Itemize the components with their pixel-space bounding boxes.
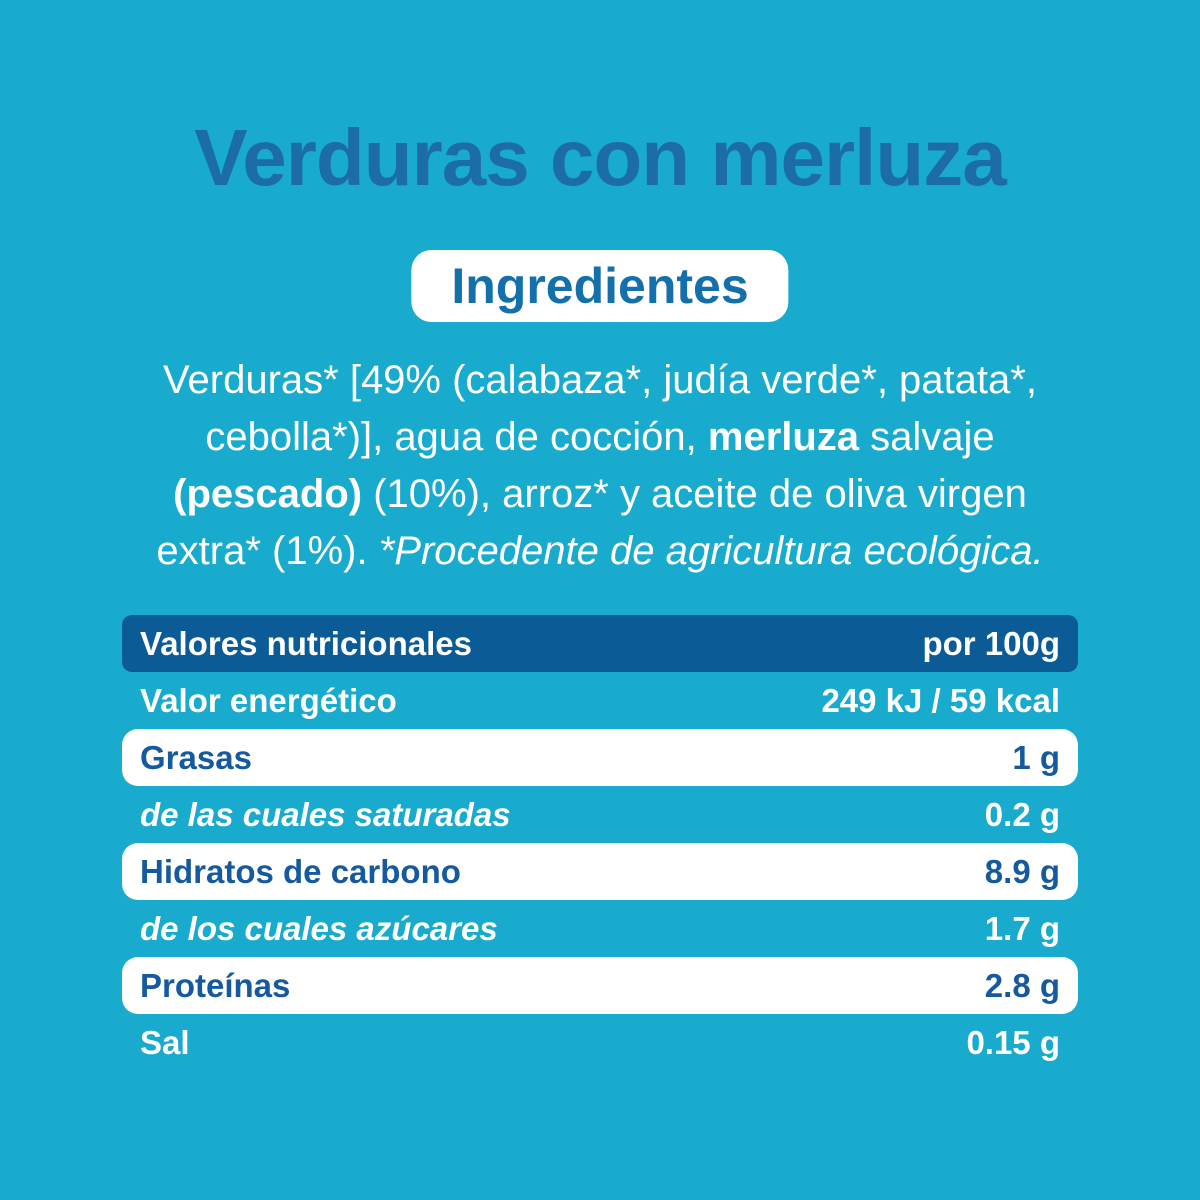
bold-pescado: (pescado) [173,472,363,516]
ingredients-line-3: (pescado) (10%), arroz* y aceite de oliv… [173,472,1027,516]
ingredients-line-2: cebolla*)], agua de cocción, merluza sal… [205,415,995,459]
table-row-saturated-fat: de las cuales saturadas 0.2 g [140,795,1060,833]
header-unit: por 100g [922,624,1060,662]
table-row-energy: Valor energético 249 kJ / 59 kcal [140,681,1060,719]
ingredients-badge: Ingredientes [411,250,789,322]
ingredients-line-1: Verduras* [49% (calabaza*, judía verde*,… [163,358,1037,402]
table-row-salt: Sal 0.15 g [140,1023,1060,1061]
header-label: Valores nutricionales [140,624,472,662]
page-title: Verduras con merluza [194,113,1006,202]
nutrition-table-header: Valores nutricionales por 100g [122,615,1078,672]
table-row-carbohydrates: Hidratos de carbono 8.9 g [122,843,1078,900]
ingredients-line-4: extra* (1%). *Procedente de agricultura … [156,529,1044,573]
table-row-protein: Proteínas 2.8 g [122,957,1078,1014]
table-row-fat: Grasas 1 g [122,729,1078,786]
organic-note: *Procedente de agricultura ecológica. [378,529,1044,573]
bold-merluza: merluza [707,415,860,459]
ingredients-paragraph: Verduras* [49% (calabaza*, judía verde*,… [60,352,1140,580]
nutrition-table: Valores nutricionales por 100g Valor ene… [122,615,1078,1071]
table-row-sugars: de los cuales azúcares 1.7 g [140,909,1060,947]
